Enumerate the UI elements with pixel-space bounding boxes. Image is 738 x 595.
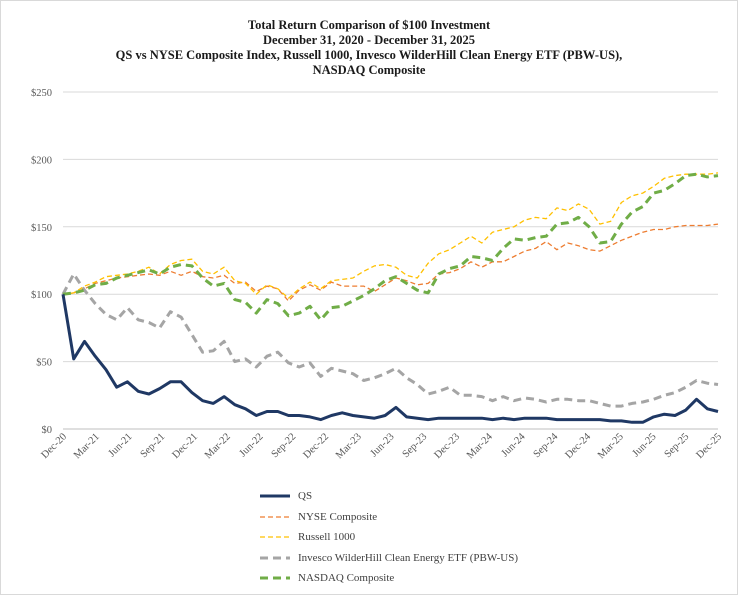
- series-line-nyse-composite: [62, 223, 719, 302]
- x-tick-label: Jun-21: [107, 431, 135, 459]
- x-tick-label: Dec-24: [563, 431, 593, 461]
- y-tick-label: $50: [36, 358, 52, 369]
- legend-swatch: [260, 536, 290, 538]
- x-tick-label: Mar-24: [465, 431, 495, 461]
- y-tick-label: $150: [31, 223, 52, 234]
- x-tick-label: Jun-22: [238, 431, 266, 459]
- legend-item: Russell 1000: [258, 527, 518, 548]
- legend-item: NASDAQ Composite: [258, 568, 518, 589]
- chart-title-line-2: December 31, 2020 - December 31, 2025: [263, 33, 475, 47]
- x-tick-label: Sep-21: [139, 431, 168, 460]
- chart-legend: QS NYSE Composite Russell 1000 Invesco Wild…: [258, 486, 518, 589]
- y-axis-ticks: $0 $50 $100 $150 $200 $250: [31, 88, 52, 436]
- legend-label: NASDAQ Composite: [298, 572, 395, 585]
- x-tick-label: Sep-25: [663, 431, 692, 460]
- x-tick-label: Jun-23: [369, 431, 397, 459]
- x-tick-label: Mar-21: [72, 431, 102, 461]
- y-tick-label: $250: [31, 88, 52, 99]
- x-tick-label: Jun-25: [631, 431, 659, 459]
- x-tick-label: Dec-23: [432, 431, 462, 461]
- x-tick-label: Sep-22: [270, 431, 299, 460]
- series-line-qs: [61, 293, 719, 424]
- legend-item: NYSE Composite: [258, 507, 518, 528]
- chart-title-line-3: QS vs NYSE Composite Index, Russell 1000…: [115, 48, 623, 62]
- legend-label: Russell 1000: [298, 531, 356, 544]
- chart-title-line-1: Total Return Comparison of $100 Investme…: [247, 18, 491, 32]
- series-lines: [61, 172, 719, 424]
- legend-swatch: [260, 576, 290, 580]
- legend-label: QS: [298, 490, 313, 503]
- x-tick-label: Sep-24: [532, 431, 561, 460]
- legend-item: QS: [258, 486, 518, 507]
- x-tick-label: Dec-22: [301, 431, 331, 461]
- legend-label: Invesco WilderHill Clean Energy ETF (PBW…: [298, 551, 519, 564]
- x-tick-label: Mar-23: [334, 431, 364, 461]
- x-tick-label: Sep-23: [401, 431, 430, 460]
- chart-title: Total Return Comparison of $100 Investme…: [0, 18, 738, 78]
- y-tick-label: $0: [42, 425, 53, 436]
- y-tick-label: $200: [31, 155, 52, 166]
- x-tick-label: Jun-24: [500, 431, 529, 460]
- chart-title-line-4: NASDAQ Composite: [312, 63, 426, 77]
- legend-swatch: [260, 516, 290, 518]
- x-tick-label: Mar-22: [203, 431, 233, 461]
- y-tick-label: $100: [31, 290, 52, 301]
- x-tick-label: Mar-25: [596, 431, 626, 461]
- series-line-russell-1000: [62, 172, 719, 299]
- x-axis-ticks: Dec-20 Mar-21 Jun-21 Sep-21 Dec-21 Mar-22 Jun-…: [39, 431, 724, 461]
- x-tick-label: Dec-21: [170, 431, 200, 461]
- legend-label: NYSE Composite: [298, 510, 378, 523]
- legend-swatch: [260, 556, 290, 560]
- series-line-invesco-wilderhill-clean-energy-etf-pbw-us: [61, 272, 719, 408]
- grid-lines: [63, 91, 718, 430]
- x-tick-label: Dec-25: [694, 431, 724, 461]
- series-line-nasdaq-composite: [62, 172, 719, 322]
- legend-item: Invesco WilderHill Clean Energy ETF (PBW…: [258, 548, 518, 569]
- legend-swatch: [260, 494, 290, 498]
